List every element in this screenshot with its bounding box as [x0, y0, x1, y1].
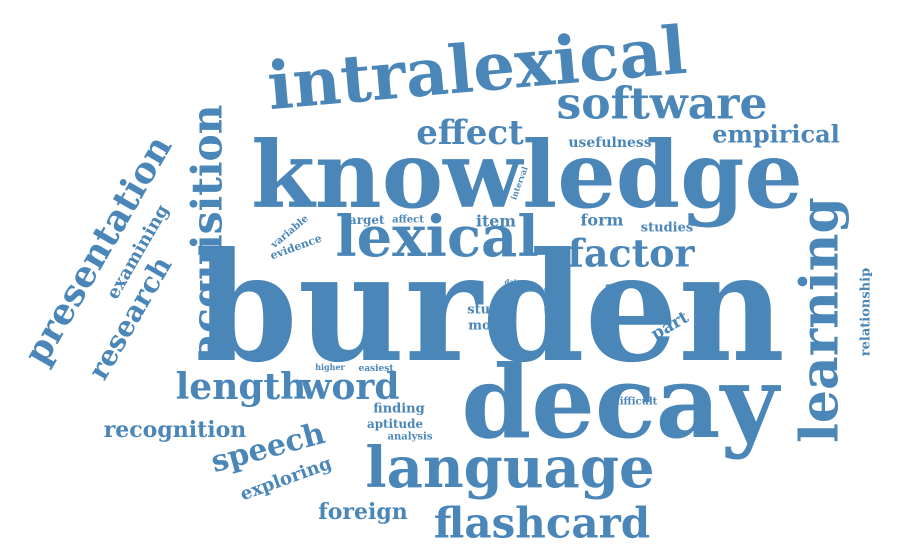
word-analysis: analysis — [388, 432, 433, 443]
word-support: support — [425, 292, 435, 332]
word-recognition: recognition — [104, 417, 247, 443]
word-empirical: empirical — [712, 120, 840, 149]
word-easiest: easiest — [359, 364, 395, 374]
word-knowledge: knowledge — [251, 121, 803, 229]
word-item: item — [476, 212, 516, 231]
word-affect: affect — [392, 215, 424, 226]
word-several: several — [548, 406, 588, 417]
word-layer: burden knowledge decay intralexical lang… — [16, 11, 874, 548]
word-flashcard: flashcard — [434, 499, 650, 548]
word-mode: mode — [545, 317, 565, 327]
word-thesis: thesis — [544, 306, 568, 316]
word-code: code — [544, 285, 563, 294]
word-more: more — [468, 319, 506, 334]
word-difficult: difficult — [613, 397, 658, 408]
word-language: language — [365, 435, 654, 501]
word-presentation: presentation — [16, 128, 181, 371]
word-usefulness: usefulness — [568, 135, 651, 151]
word-study: study — [467, 303, 507, 318]
word-length: length — [176, 366, 307, 408]
word-effect: effect — [416, 113, 524, 153]
word-foreign: foreign — [318, 499, 407, 525]
word-date: date — [505, 278, 523, 287]
word-finding: finding — [373, 402, 424, 417]
word-word: word — [299, 366, 399, 408]
word-acquisition: acquisition — [183, 105, 232, 360]
word-software: software — [557, 79, 768, 130]
word-target: target — [343, 213, 385, 227]
word-form: form — [581, 211, 624, 230]
word-learning: learning — [790, 197, 851, 443]
word-aptitude: aptitude — [367, 417, 423, 431]
word-burden: burden — [195, 220, 785, 396]
word-relationship: relationship — [859, 268, 874, 356]
word-decay: decay — [461, 343, 781, 461]
word-most: most — [545, 296, 563, 306]
word-lexical: lexical — [335, 204, 538, 270]
word-retention: retention — [602, 283, 615, 340]
word-studies: studies — [641, 221, 693, 236]
word-factor: factor — [567, 231, 695, 276]
word-higher: higher — [315, 362, 345, 372]
